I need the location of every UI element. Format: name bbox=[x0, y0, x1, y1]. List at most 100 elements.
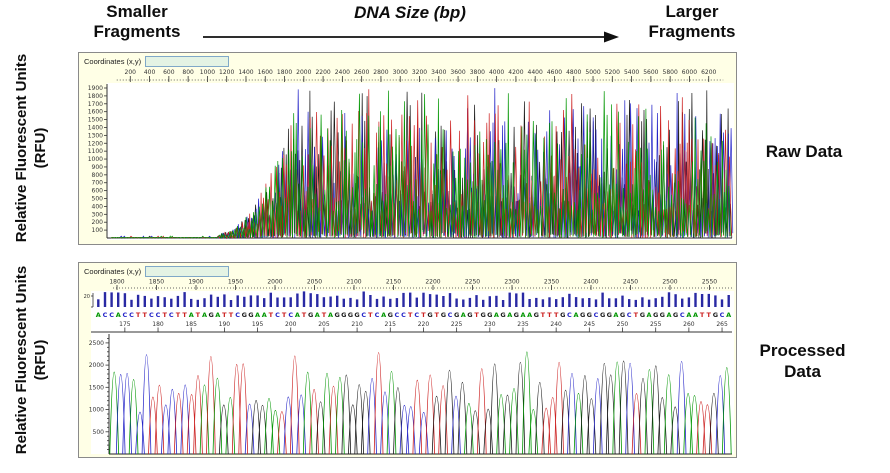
svg-text:C: C bbox=[109, 311, 114, 319]
svg-text:A: A bbox=[507, 311, 512, 319]
svg-text:3600: 3600 bbox=[450, 69, 465, 76]
svg-text:T: T bbox=[421, 311, 426, 319]
dna-size-axis-title: DNA Size (bp) bbox=[354, 3, 466, 22]
svg-text:C: C bbox=[567, 311, 572, 319]
svg-text:A: A bbox=[255, 311, 260, 319]
svg-text:T: T bbox=[634, 311, 639, 319]
svg-text:5000: 5000 bbox=[585, 69, 600, 76]
svg-text:195: 195 bbox=[252, 321, 264, 328]
svg-text:T: T bbox=[282, 311, 287, 319]
svg-text:1300: 1300 bbox=[88, 132, 103, 139]
svg-text:A: A bbox=[527, 311, 532, 319]
svg-text:A: A bbox=[520, 311, 525, 319]
svg-text:C: C bbox=[401, 311, 406, 319]
svg-text:400: 400 bbox=[92, 203, 104, 210]
svg-text:4000: 4000 bbox=[489, 69, 504, 76]
svg-text:3400: 3400 bbox=[431, 69, 446, 76]
svg-text:A: A bbox=[461, 311, 466, 319]
svg-text:1600: 1600 bbox=[88, 109, 103, 116]
svg-text:G: G bbox=[308, 311, 313, 319]
svg-text:175: 175 bbox=[119, 321, 131, 328]
svg-text:245: 245 bbox=[584, 321, 596, 328]
svg-text:G: G bbox=[242, 311, 247, 319]
svg-text:T: T bbox=[700, 311, 705, 319]
svg-text:G: G bbox=[640, 311, 645, 319]
svg-text:235: 235 bbox=[517, 321, 529, 328]
svg-text:A: A bbox=[189, 311, 194, 319]
svg-text:T: T bbox=[269, 311, 274, 319]
processed-coordinates-row: Coordinates (x,y) bbox=[84, 265, 230, 277]
svg-text:C: C bbox=[275, 311, 280, 319]
svg-text:1800: 1800 bbox=[109, 279, 124, 286]
svg-text:G: G bbox=[208, 311, 213, 319]
svg-text:1000: 1000 bbox=[200, 69, 215, 76]
svg-text:A: A bbox=[315, 311, 320, 319]
svg-text:20: 20 bbox=[84, 294, 90, 300]
svg-text:5400: 5400 bbox=[624, 69, 639, 76]
svg-text:T: T bbox=[229, 311, 234, 319]
svg-text:G: G bbox=[388, 311, 393, 319]
raw-chart: 200 400 600 800 1000 1200 1400 1600 1800 2000 2200… bbox=[88, 69, 734, 240]
svg-text:C: C bbox=[169, 311, 174, 319]
svg-text:A: A bbox=[215, 311, 220, 319]
svg-text:4400: 4400 bbox=[528, 69, 543, 76]
svg-text:250: 250 bbox=[617, 321, 629, 328]
svg-text:G: G bbox=[660, 311, 665, 319]
svg-text:G: G bbox=[341, 311, 346, 319]
svg-text:A: A bbox=[116, 311, 121, 319]
svg-text:200: 200 bbox=[92, 219, 104, 226]
svg-text:2000: 2000 bbox=[296, 69, 311, 76]
svg-text:G: G bbox=[441, 311, 446, 319]
svg-text:2200: 2200 bbox=[425, 279, 440, 286]
svg-text:3800: 3800 bbox=[470, 69, 485, 76]
svg-text:2250: 2250 bbox=[465, 279, 480, 286]
svg-text:A: A bbox=[666, 311, 671, 319]
svg-text:G: G bbox=[607, 311, 612, 319]
svg-text:265: 265 bbox=[716, 321, 728, 328]
svg-text:T: T bbox=[408, 311, 413, 319]
svg-text:T: T bbox=[474, 311, 479, 319]
raw-coordinates-input[interactable] bbox=[145, 55, 230, 67]
svg-text:T: T bbox=[554, 311, 559, 319]
svg-text:C: C bbox=[361, 311, 366, 319]
svg-text:G: G bbox=[454, 311, 459, 319]
svg-text:5800: 5800 bbox=[663, 69, 678, 76]
svg-text:G: G bbox=[620, 311, 625, 319]
raw-coordinates-row: Coordinates (x,y) bbox=[84, 55, 230, 67]
svg-text:G: G bbox=[335, 311, 340, 319]
svg-text:600: 600 bbox=[92, 188, 104, 195]
svg-text:A: A bbox=[726, 311, 731, 319]
svg-text:C: C bbox=[149, 311, 154, 319]
svg-text:1600: 1600 bbox=[258, 69, 273, 76]
processed-data-panel: Coordinates (x,y) 1800 1850 1900 1950 2000 20… bbox=[78, 262, 737, 458]
svg-text:T: T bbox=[143, 311, 148, 319]
processed-coordinates-input[interactable] bbox=[145, 265, 230, 277]
svg-text:5600: 5600 bbox=[643, 69, 658, 76]
dna-size-arrow bbox=[200, 29, 624, 45]
svg-text:A: A bbox=[494, 311, 499, 319]
svg-text:4800: 4800 bbox=[566, 69, 581, 76]
svg-text:C: C bbox=[103, 311, 108, 319]
svg-text:240: 240 bbox=[550, 321, 562, 328]
svg-text:260: 260 bbox=[683, 321, 695, 328]
svg-text:A: A bbox=[295, 311, 300, 319]
svg-text:400: 400 bbox=[144, 69, 156, 76]
svg-text:T: T bbox=[196, 311, 201, 319]
svg-text:A: A bbox=[647, 311, 652, 319]
svg-text:C: C bbox=[288, 311, 293, 319]
svg-text:G: G bbox=[587, 311, 592, 319]
raw-data-panel: Coordinates (x,y) 200 400 600 800 1000 1200 14… bbox=[78, 52, 737, 245]
svg-text:T: T bbox=[707, 311, 712, 319]
svg-text:G: G bbox=[467, 311, 472, 319]
raw-data-side-label: Raw Data bbox=[765, 142, 843, 161]
svg-text:G: G bbox=[427, 311, 432, 319]
svg-text:C: C bbox=[448, 311, 453, 319]
svg-text:2450: 2450 bbox=[623, 279, 638, 286]
svg-text:1000: 1000 bbox=[89, 407, 104, 414]
svg-text:A: A bbox=[613, 311, 618, 319]
svg-text:T: T bbox=[368, 311, 373, 319]
svg-text:230: 230 bbox=[484, 321, 496, 328]
svg-text:1850: 1850 bbox=[149, 279, 164, 286]
svg-text:G: G bbox=[534, 311, 539, 319]
svg-text:800: 800 bbox=[92, 172, 104, 179]
